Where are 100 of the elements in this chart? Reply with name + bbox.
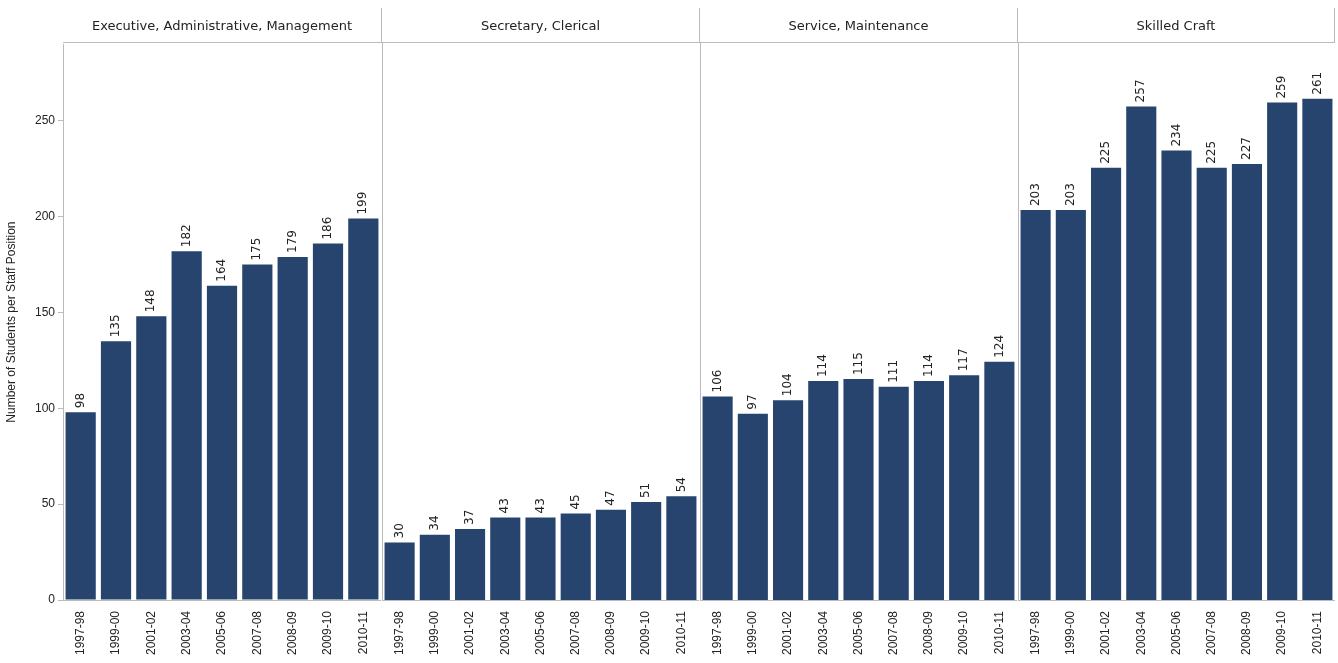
bar	[702, 396, 733, 600]
bar	[737, 413, 768, 600]
data-label: 34	[426, 515, 441, 531]
x-tick-label: 2003-04	[815, 610, 830, 656]
data-label: 45	[567, 494, 582, 510]
bar	[1196, 167, 1227, 600]
data-label: 104	[780, 373, 795, 397]
data-label: 114	[921, 354, 936, 378]
data-label: 124	[991, 334, 1006, 358]
data-label: 117	[956, 348, 971, 372]
data-label: 182	[178, 224, 193, 248]
x-tick-label: 2005-06	[1168, 610, 1183, 656]
y-tick-label: 250	[34, 113, 56, 128]
y-tick-label: 100	[34, 400, 56, 415]
y-tick-label: 0	[48, 592, 56, 607]
data-label: 111	[885, 359, 900, 383]
bar	[206, 285, 238, 600]
bar	[1055, 210, 1086, 600]
bar	[419, 534, 450, 600]
x-tick-label: 2009-10	[1274, 610, 1289, 656]
bar	[65, 412, 96, 600]
y-axis-title: Number of Students per Staff Position	[3, 221, 18, 423]
bar	[1267, 102, 1298, 600]
bar	[666, 496, 697, 600]
bar	[1020, 210, 1051, 600]
x-tick-label: 2008-09	[284, 610, 299, 656]
x-tick-label: 1997-98	[709, 610, 724, 656]
bar	[984, 361, 1015, 600]
chart-title: Executive, Administrative, Management	[63, 8, 381, 43]
x-tick-label: 2010-11	[1309, 610, 1324, 655]
x-tick-label: 2003-04	[1133, 610, 1148, 656]
bar	[631, 502, 662, 600]
bar	[136, 316, 167, 600]
bar	[312, 243, 344, 600]
x-tick-label: 2008-09	[921, 610, 936, 656]
chart-title: Service, Maintenance	[699, 8, 1017, 43]
bar	[277, 256, 308, 600]
data-label: 54	[673, 477, 688, 493]
data-label: 98	[72, 392, 87, 409]
x-tick-label: 2001-02	[1098, 610, 1113, 656]
bar	[384, 542, 415, 600]
data-label: 135	[108, 314, 123, 338]
data-label: 43	[497, 498, 512, 514]
x-tick-label: 2001-02	[780, 610, 795, 656]
data-label: 47	[603, 490, 618, 506]
data-label: 115	[850, 352, 865, 376]
x-tick-label: 2003-04	[497, 610, 512, 656]
bar	[525, 517, 556, 600]
data-label: 164	[214, 258, 229, 282]
x-tick-label: 2005-06	[214, 610, 229, 656]
x-tick-label: 2009-10	[320, 610, 335, 656]
bar	[100, 341, 132, 600]
data-label: 261	[1309, 71, 1324, 95]
data-label: 203	[1027, 183, 1042, 207]
y-tick-label: 200	[34, 209, 56, 223]
x-tick-label: 1997-98	[1027, 610, 1042, 656]
bar	[560, 513, 591, 600]
x-tick-label: 1999-00	[427, 610, 442, 656]
x-tick-label: 2003-04	[178, 610, 193, 656]
x-tick-label: 1997-98	[391, 610, 406, 656]
x-tick-label: 2001-02	[143, 610, 158, 656]
data-label: 225	[1098, 140, 1113, 164]
bar	[490, 517, 521, 600]
bar	[348, 218, 379, 600]
bar	[878, 386, 909, 600]
y-tick-label: 50	[41, 496, 56, 511]
chart-title: Skilled Craft	[1017, 8, 1335, 43]
x-tick-label: 2008-09	[1239, 610, 1254, 656]
data-label: 203	[1062, 183, 1077, 207]
data-label: 106	[709, 369, 724, 393]
data-label: 175	[249, 237, 264, 261]
data-label: 30	[391, 523, 406, 539]
bar	[1161, 150, 1192, 600]
y-tick-label: 150	[34, 304, 56, 319]
data-label: 225	[1203, 140, 1218, 164]
x-tick-label: 2010-11	[355, 610, 370, 655]
data-label: 179	[284, 230, 299, 253]
x-tick-label: 2007-08	[249, 610, 264, 656]
x-tick-label: 1999-00	[108, 610, 123, 656]
data-label: 43	[532, 498, 547, 514]
x-tick-label: 1999-00	[1063, 610, 1078, 656]
bar	[1231, 164, 1262, 600]
x-tick-label: 2010-11	[991, 610, 1006, 655]
data-label: 259	[1274, 75, 1289, 99]
data-label: 234	[1168, 123, 1183, 147]
data-label: 227	[1239, 137, 1254, 160]
bar	[1091, 167, 1122, 600]
x-tick-label: 2008-09	[603, 610, 618, 656]
x-tick-label: 2005-06	[532, 610, 547, 656]
chart-title: Secretary, Clerical	[381, 8, 699, 43]
bar	[595, 509, 626, 600]
data-label: 199	[355, 191, 370, 215]
x-tick-label: 2009-10	[956, 610, 971, 656]
bar	[773, 400, 804, 600]
bar	[913, 381, 944, 600]
bar	[1126, 106, 1157, 600]
data-label: 51	[638, 482, 653, 499]
x-tick-label: 2009-10	[638, 610, 653, 656]
data-label: 97	[744, 394, 759, 410]
x-tick-label: 1997-98	[72, 610, 87, 656]
